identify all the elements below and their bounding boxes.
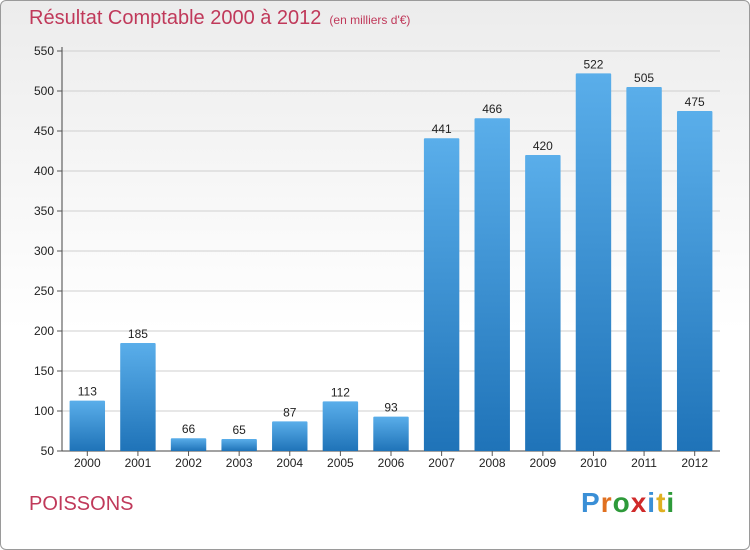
bar-2010 xyxy=(575,73,612,452)
bar-2000 xyxy=(69,400,106,451)
title-unit: (en milliers d'€) xyxy=(329,13,411,27)
logo-letter: x xyxy=(630,487,648,518)
logo-letter: i xyxy=(666,487,676,518)
value-label-2006: 93 xyxy=(384,401,398,415)
x-tick-label-2001: 2001 xyxy=(125,456,152,470)
y-tick-label: 200 xyxy=(34,324,54,338)
x-tick-label-2012: 2012 xyxy=(681,456,708,470)
x-tick-label-2007: 2007 xyxy=(428,456,455,470)
bar-2012 xyxy=(676,111,713,451)
y-tick-label: 250 xyxy=(34,284,54,298)
logo-letter: o xyxy=(612,487,631,518)
value-label-2010: 522 xyxy=(583,57,603,71)
value-label-2001: 185 xyxy=(128,327,148,341)
value-label-2003: 65 xyxy=(232,423,246,437)
bar-2002 xyxy=(170,438,207,451)
x-tick-label-2009: 2009 xyxy=(529,456,556,470)
value-label-2009: 420 xyxy=(533,139,553,153)
y-tick-label: 50 xyxy=(41,444,55,458)
logo-letter: r xyxy=(600,487,613,518)
y-tick-label: 100 xyxy=(34,404,54,418)
x-tick-label-2008: 2008 xyxy=(479,456,506,470)
x-tick-label-2005: 2005 xyxy=(327,456,354,470)
y-tick-label: 300 xyxy=(34,244,54,258)
bar-2009 xyxy=(525,155,561,451)
bar-2001 xyxy=(120,343,156,451)
value-label-2008: 466 xyxy=(482,102,502,116)
logo-letter: t xyxy=(656,487,667,518)
y-tick-label: 400 xyxy=(34,164,54,178)
value-label-2002: 66 xyxy=(182,422,196,436)
value-label-2012: 475 xyxy=(685,95,705,109)
value-label-2004: 87 xyxy=(283,405,297,419)
y-tick-label: 150 xyxy=(34,364,54,378)
x-tick-label-2006: 2006 xyxy=(378,456,405,470)
value-label-2007: 441 xyxy=(432,122,452,136)
y-tick-label: 500 xyxy=(34,84,54,98)
value-label-2005: 112 xyxy=(331,385,350,399)
bar-2004 xyxy=(272,421,308,451)
title-text: Résultat Comptable 2000 à 2012 xyxy=(29,7,322,29)
y-tick-label: 350 xyxy=(34,204,54,218)
bar-2008 xyxy=(474,118,510,451)
x-tick-label-2010: 2010 xyxy=(580,456,607,470)
bar-2005 xyxy=(322,401,359,451)
chart-title: Résultat Comptable 2000 à 2012 (en millie… xyxy=(29,7,410,30)
grid-lines xyxy=(62,50,720,452)
commune-name: POISSONS xyxy=(29,493,134,515)
value-label-2011: 505 xyxy=(634,71,654,85)
x-tick-label-2004: 2004 xyxy=(276,456,303,470)
logo-letter: P xyxy=(581,487,601,518)
x-tick-labels: 2000 2001 2002 2003 2004 2005 2006 2007 2008 2009… xyxy=(74,451,708,470)
bars xyxy=(69,73,713,452)
x-tick-label-2011: 2011 xyxy=(631,456,657,470)
axes xyxy=(61,47,720,452)
y-tick-label: 450 xyxy=(34,124,54,138)
y-tick-labels: 50 100 150 200 250 300 350 400 450 500 550 xyxy=(34,44,62,458)
x-tick-label-2002: 2002 xyxy=(175,456,202,470)
bar-2006 xyxy=(373,416,409,451)
y-tick-label: 550 xyxy=(34,44,54,58)
bar-2003 xyxy=(221,439,257,451)
value-labels: 113 185 66 65 87 112 93 441 466 420 522 505 475 xyxy=(78,57,705,437)
x-tick-label-2000: 2000 xyxy=(74,456,101,470)
logo-letter: i xyxy=(647,487,657,518)
value-label-2000: 113 xyxy=(78,385,97,399)
proxiti-logo: Proxiti xyxy=(581,487,675,519)
bar-2011 xyxy=(626,87,662,451)
x-tick-label-2003: 2003 xyxy=(226,456,253,470)
bar-2007 xyxy=(423,138,460,451)
